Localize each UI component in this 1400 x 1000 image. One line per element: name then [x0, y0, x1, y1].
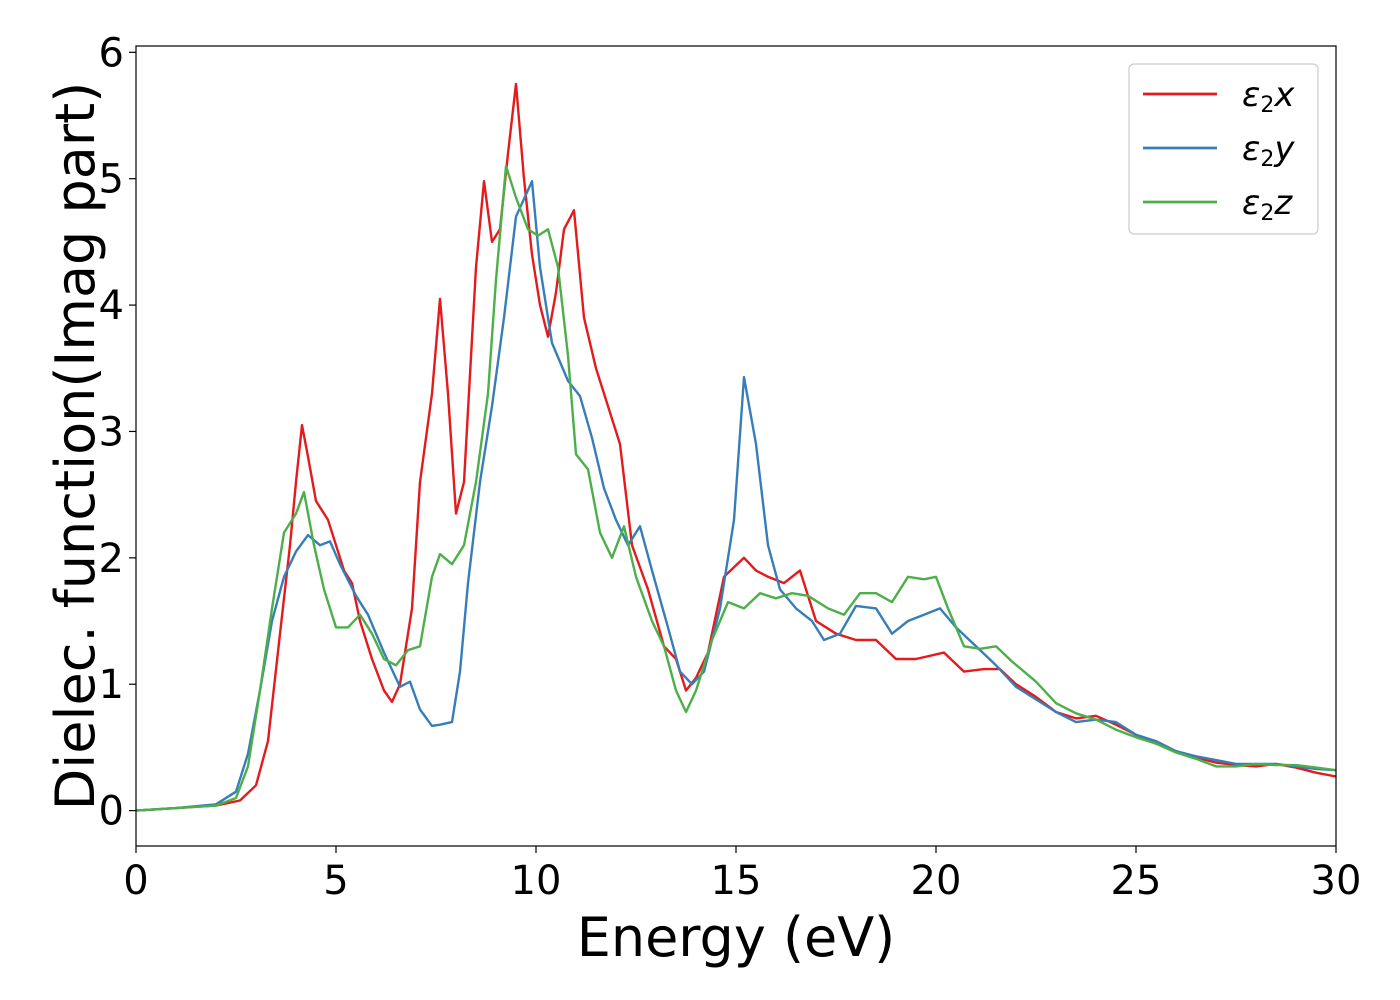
x-tick-label: 0	[123, 858, 148, 904]
legend-label-3: ε2z	[1242, 183, 1293, 226]
y-axis-label: Dielec. function(Imag part)	[44, 82, 107, 811]
y-tick-label: 2	[99, 536, 124, 582]
legend-label-2: ε2y	[1242, 129, 1295, 172]
legend-label-1: ε2x	[1242, 75, 1295, 118]
series-line-2	[135, 180, 1337, 812]
x-tick-label: 5	[323, 858, 348, 904]
series-layer	[135, 82, 1337, 812]
x-tick-label: 20	[911, 858, 962, 904]
x-tick-label: 25	[1111, 858, 1162, 904]
x-axis-ticks: 0 5 10 15 20 25 30	[123, 846, 1361, 904]
legend: ε2x ε2y ε2z	[1128, 63, 1319, 235]
y-tick-label: 0	[99, 789, 124, 835]
x-tick-label: 15	[711, 858, 762, 904]
legend-box	[1128, 63, 1319, 235]
y-tick-label: 1	[99, 662, 124, 708]
x-tick-label: 10	[511, 858, 562, 904]
x-tick-label: 30	[1311, 858, 1362, 904]
y-tick-label: 3	[99, 409, 124, 455]
y-tick-label: 6	[99, 30, 124, 76]
y-axis-ticks: 0 1 2 3 4 5 6	[99, 30, 136, 835]
x-axis-label: Energy (eV)	[577, 906, 896, 969]
series-line-3	[135, 164, 1337, 812]
y-tick-label: 4	[99, 283, 124, 329]
y-tick-label: 5	[99, 157, 124, 203]
